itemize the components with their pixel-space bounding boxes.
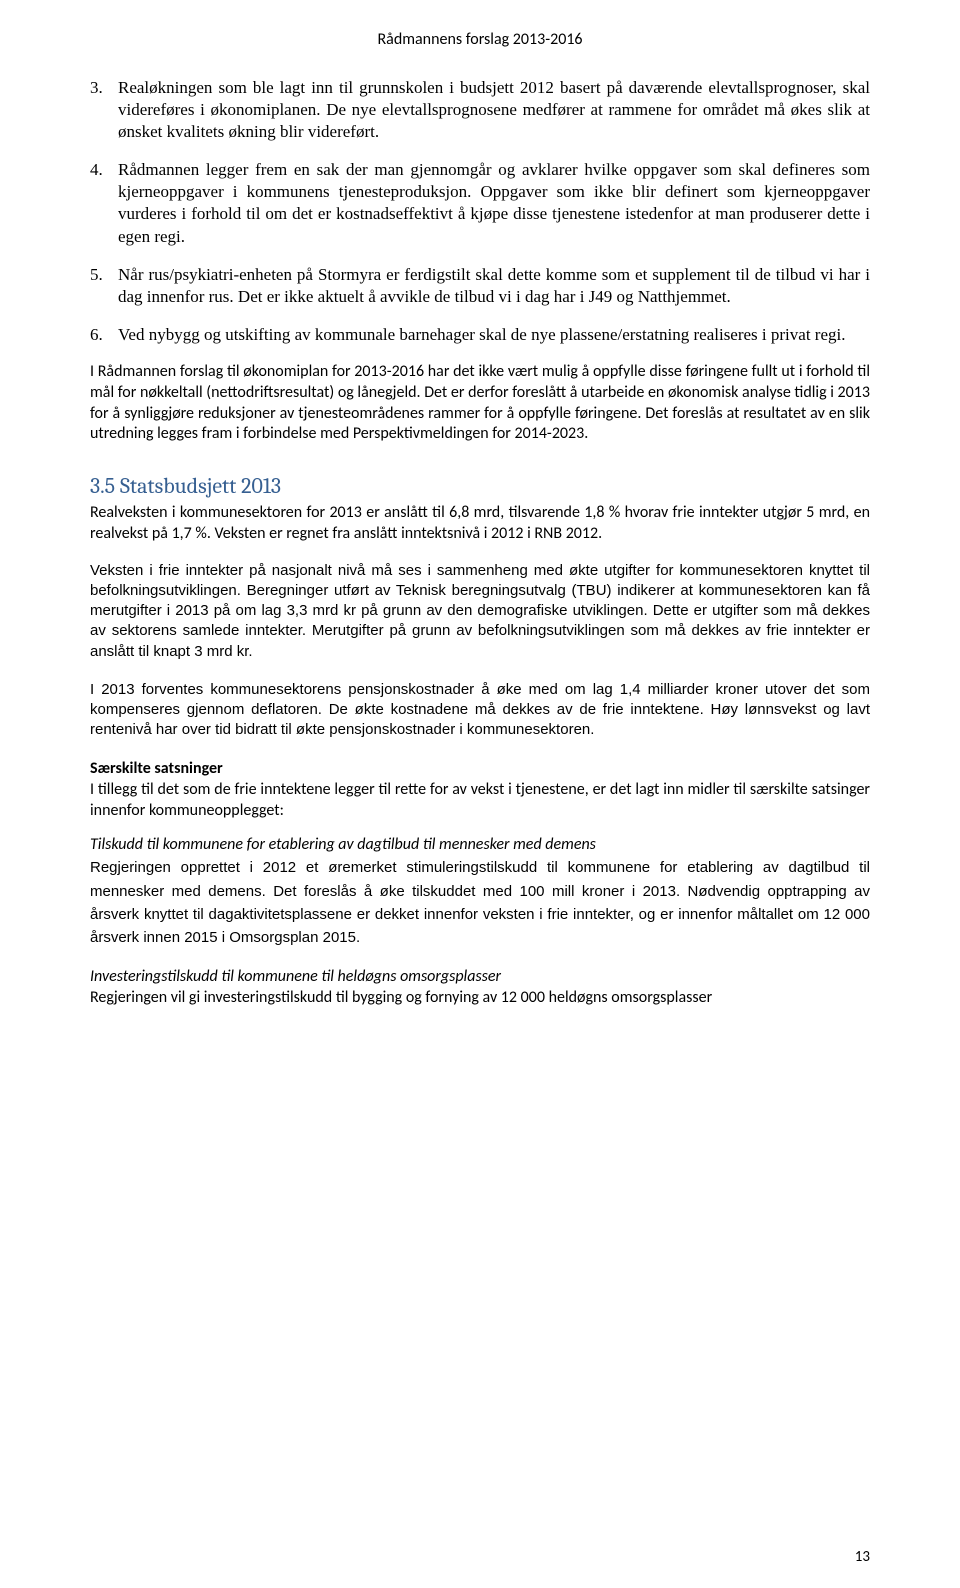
intro-paragraph: I Rådmannen forslag til økonomiplan for …: [90, 362, 870, 445]
list-text: Ved nybygg og utskifting av kommunale ba…: [118, 324, 870, 346]
list-number: 3.: [90, 77, 118, 143]
list-item: 6. Ved nybygg og utskifting av kommunale…: [90, 324, 870, 346]
section-paragraph-3: I 2013 forventes kommunesektorens pensjo…: [90, 680, 870, 741]
list-item: 4. Rådmannen legger frem en sak der man …: [90, 159, 870, 247]
list-item: 3. Realøkningen som ble lagt inn til gru…: [90, 77, 870, 143]
subsection-text-omsorg: Regjeringen vil gi investeringstilskudd …: [90, 988, 870, 1009]
list-number: 4.: [90, 159, 118, 247]
list-text: Rådmannen legger frem en sak der man gje…: [118, 159, 870, 247]
list-text: Realøkningen som ble lagt inn til grunns…: [118, 77, 870, 143]
subsection-title-omsorg: Investeringstilskudd til kommunene til h…: [90, 967, 870, 986]
section-paragraph-2: Veksten i frie inntekter på nasjonalt ni…: [90, 561, 870, 662]
subsection-text-demens: Regjeringen opprettet i 2012 et øremerke…: [90, 856, 870, 949]
subsection-title-demens: Tilskudd til kommunene for etablering av…: [90, 835, 870, 854]
special-intro: I tillegg til det som de frie inntektene…: [90, 780, 870, 822]
special-satsninger-label: Særskilte satsninger: [90, 759, 870, 778]
page-number: 13: [855, 1548, 870, 1566]
section-paragraph-1: Realveksten i kommunesektoren for 2013 e…: [90, 503, 870, 545]
document-page: Rådmannens forslag 2013-2016 3. Realøkni…: [0, 0, 960, 1588]
list-number: 6.: [90, 324, 118, 346]
section-heading: 3.5 Statsbudsjett 2013: [90, 473, 870, 499]
numbered-list: 3. Realøkningen som ble lagt inn til gru…: [90, 77, 870, 346]
document-header: Rådmannens forslag 2013-2016: [90, 30, 870, 49]
list-text: Når rus/psykiatri-enheten på Stormyra er…: [118, 264, 870, 308]
list-item: 5. Når rus/psykiatri-enheten på Stormyra…: [90, 264, 870, 308]
list-number: 5.: [90, 264, 118, 308]
